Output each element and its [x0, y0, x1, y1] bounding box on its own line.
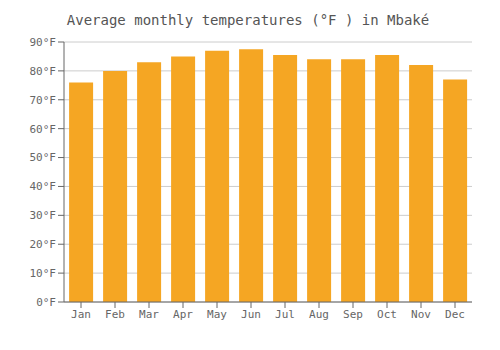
svg-text:30°F: 30°F	[30, 209, 57, 222]
svg-text:Jun: Jun	[241, 308, 261, 321]
svg-text:60°F: 60°F	[30, 123, 57, 136]
html-text:Average monthly temperatures (: Average monthly temperatures (°F ) in Mb…	[66, 12, 430, 28]
svg-text:70°F: 70°F	[30, 94, 57, 107]
svg-text:Sep: Sep	[343, 308, 363, 321]
svg-text:40°F: 40°F	[30, 180, 57, 193]
svg-text:Dec: Dec	[445, 308, 465, 321]
svg-text:20°F: 20°F	[30, 238, 57, 251]
svg-text:50°F: 50°F	[30, 151, 57, 164]
svg-text:Oct: Oct	[377, 308, 397, 321]
svg-text:Aug: Aug	[309, 308, 329, 321]
svg-text:10°F: 10°F	[30, 267, 57, 280]
svg-text:Apr: Apr	[173, 308, 193, 321]
svg-text:Feb: Feb	[105, 308, 125, 321]
svg-text:Nov: Nov	[411, 308, 431, 321]
svg-text:0°F: 0°F	[36, 296, 56, 309]
svg-text:Jul: Jul	[275, 308, 295, 321]
svg-text:80°F: 80°F	[30, 65, 57, 78]
svg-text:May: May	[207, 308, 227, 321]
svg-text:90°F: 90°F	[30, 36, 57, 49]
svg-text:Mar: Mar	[139, 308, 159, 321]
svg-text:Jan: Jan	[71, 308, 91, 321]
